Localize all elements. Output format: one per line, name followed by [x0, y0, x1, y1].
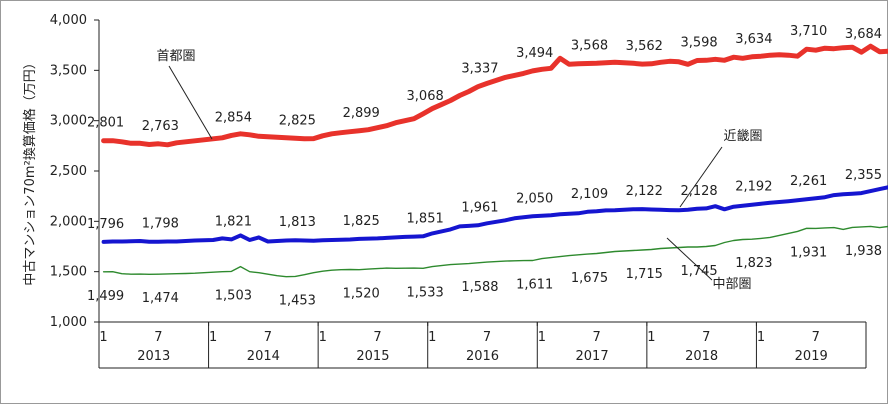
- data-label: 1,938: [845, 244, 882, 259]
- data-label: 1,851: [407, 211, 444, 226]
- series-annotation: 近畿圏: [723, 129, 762, 144]
- data-label: 1,961: [461, 200, 498, 215]
- data-label: 3,598: [680, 35, 717, 50]
- data-label: 1,453: [279, 293, 316, 308]
- data-label: 1,533: [407, 285, 444, 300]
- annotation-leader-line: [168, 65, 213, 140]
- data-label: 2,050: [516, 191, 553, 206]
- series-line-近畿圏: [101, 185, 888, 244]
- x-month-label: 1: [319, 330, 327, 345]
- x-month-label: 7: [264, 330, 272, 345]
- annotation-leader-line: [666, 237, 713, 281]
- data-label: 2,261: [790, 174, 827, 189]
- data-label: 1,503: [215, 288, 252, 303]
- data-label: 1,588: [461, 280, 498, 295]
- x-month-label: 7: [812, 330, 820, 345]
- y-tick-label: 3,000: [50, 114, 87, 129]
- data-label: 2,109: [571, 187, 608, 202]
- data-label: 1,823: [735, 256, 772, 271]
- data-label: 2,763: [142, 119, 179, 134]
- data-label: 1,611: [516, 277, 553, 292]
- data-label: 1,825: [343, 214, 380, 229]
- x-month-label: 1: [757, 330, 765, 345]
- y-tick-label: 2,000: [50, 214, 87, 229]
- x-month-label: 1: [428, 330, 436, 345]
- data-label: 2,192: [735, 180, 772, 195]
- data-label: 2,355: [845, 168, 882, 183]
- data-label: 3,568: [571, 38, 608, 53]
- series-annotation: 首都圏: [156, 49, 195, 64]
- y-tick-label: 3,500: [50, 63, 87, 78]
- data-label: 1,675: [571, 271, 608, 286]
- x-month-label: 1: [209, 330, 217, 345]
- x-month-label: 7: [702, 330, 710, 345]
- data-label: 1,796: [87, 217, 124, 232]
- y-tick-label: 4,000: [50, 13, 87, 28]
- data-label: 3,494: [516, 46, 553, 61]
- data-label: 1,745: [680, 264, 717, 279]
- data-label: 2,899: [343, 106, 380, 121]
- data-label: 3,068: [407, 89, 444, 104]
- x-month-label: 1: [538, 330, 546, 345]
- x-month-label: 7: [483, 330, 491, 345]
- y-axis-label: 中古マンション70m²換算価格（万円）: [22, 56, 38, 285]
- y-tick-label: 2,500: [50, 164, 87, 179]
- data-label: 3,684: [845, 27, 882, 42]
- data-label: 2,854: [215, 110, 252, 125]
- x-year-label: 2013: [137, 349, 170, 364]
- series-line-首都圏: [101, 43, 888, 148]
- data-label: 2,122: [626, 184, 663, 199]
- data-label: 1,715: [626, 267, 663, 282]
- series-annotation: 中部圏: [712, 277, 751, 292]
- y-tick-label: 1,500: [50, 265, 87, 280]
- x-year-label: 2019: [795, 349, 828, 364]
- x-month-label: 7: [592, 330, 600, 345]
- data-label: 1,520: [343, 287, 380, 302]
- x-month-label: 7: [373, 330, 381, 345]
- x-year-label: 2014: [247, 349, 280, 364]
- y-tick-label: 1,000: [50, 315, 87, 330]
- data-label: 1,474: [142, 291, 179, 306]
- x-month-label: 1: [99, 330, 107, 345]
- x-year-label: 2016: [466, 349, 499, 364]
- data-label: 3,337: [461, 62, 498, 77]
- data-label: 2,128: [680, 184, 717, 199]
- data-label: 3,634: [735, 32, 772, 47]
- x-year-label: 2015: [356, 349, 389, 364]
- data-label: 1,813: [279, 215, 316, 230]
- data-label: 1,821: [215, 214, 252, 229]
- x-month-label: 7: [154, 330, 162, 345]
- data-label: 1,798: [142, 217, 179, 232]
- data-label: 1,499: [87, 289, 124, 304]
- data-label: 1,931: [790, 245, 827, 260]
- series-line-中部圏: [102, 225, 888, 278]
- annotation-leader-line: [679, 146, 723, 208]
- x-month-label: 1: [647, 330, 655, 345]
- data-label: 3,710: [790, 24, 827, 39]
- data-label: 2,801: [87, 116, 124, 131]
- x-year-label: 2017: [576, 349, 609, 364]
- data-label: 3,562: [626, 39, 663, 54]
- x-year-label: 2018: [685, 349, 718, 364]
- data-label: 2,825: [279, 113, 316, 128]
